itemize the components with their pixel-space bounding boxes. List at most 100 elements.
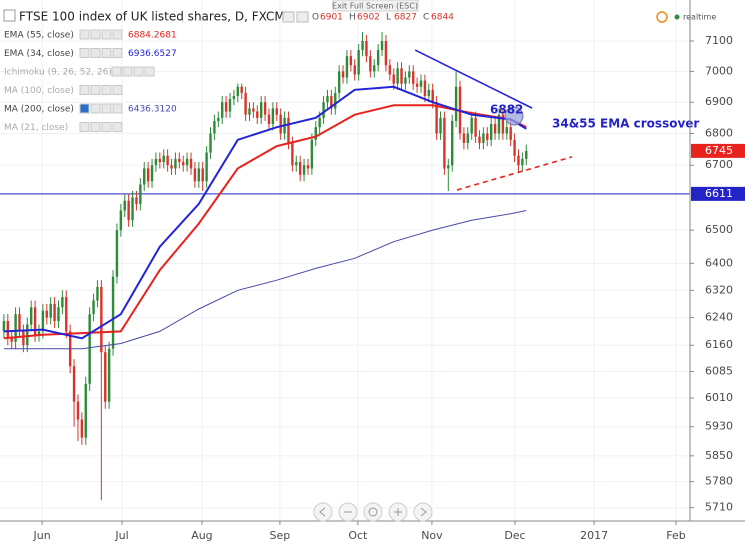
y-tick-label: 6500 <box>705 223 733 236</box>
candle-body <box>497 114 501 134</box>
candle-body <box>65 297 68 332</box>
legend-button[interactable] <box>101 122 112 132</box>
legend-button[interactable] <box>90 29 101 40</box>
candle-body <box>349 56 353 66</box>
legend-button[interactable] <box>112 103 123 114</box>
axis: 5710 5780 5850 5930 6010 6085 6160 6240 6320 6400… <box>33 34 745 542</box>
clock-icon[interactable] <box>656 11 668 23</box>
candle-body <box>228 99 232 112</box>
legend-button[interactable] <box>79 85 90 95</box>
legend-button[interactable] <box>79 29 90 40</box>
legend-button[interactable] <box>112 85 123 95</box>
legend-button[interactable] <box>122 66 133 77</box>
x-tick-label: Sep <box>270 529 291 542</box>
candle-body <box>334 92 337 109</box>
legend-button[interactable] <box>112 122 123 132</box>
symbol-icon[interactable] <box>3 9 16 22</box>
x-tick-label: Dec <box>504 529 525 542</box>
candle-body <box>135 197 138 204</box>
legend-name: EMA (34, close) <box>4 49 74 59</box>
legend-button[interactable] <box>101 85 112 95</box>
candle-body <box>380 41 384 51</box>
header-button[interactable] <box>282 11 295 23</box>
price-badge <box>691 186 745 201</box>
candle-body <box>267 114 271 125</box>
trendline <box>456 156 573 191</box>
status-dot <box>674 14 680 20</box>
candle-body <box>412 71 415 84</box>
status: realtime <box>683 13 716 22</box>
candle-body <box>154 158 158 166</box>
legend-name: Ichimoku (9, 26, 52, 26) <box>4 68 112 78</box>
candle-body <box>396 68 399 84</box>
y-tick-label: 7000 <box>705 64 733 77</box>
candle-body <box>466 133 470 143</box>
legend-button[interactable] <box>90 48 101 58</box>
candle-body <box>217 117 220 121</box>
candle-body <box>150 165 154 182</box>
candle-body <box>279 114 282 134</box>
candle-body <box>450 120 454 166</box>
legend-button[interactable] <box>90 103 101 114</box>
legend-button[interactable] <box>90 122 101 132</box>
legend-button[interactable] <box>133 66 144 77</box>
legend-button[interactable] <box>101 48 112 58</box>
candle-body <box>57 307 60 322</box>
candle-body <box>182 162 185 166</box>
candle-body <box>298 162 302 175</box>
legend-button[interactable] <box>90 85 101 95</box>
ohlc-value: 6901 <box>320 13 343 23</box>
reset[interactable] <box>363 502 383 522</box>
legend-button[interactable] <box>101 29 112 40</box>
candle-body <box>408 71 411 78</box>
indicator-line <box>3 85 527 340</box>
y-tick-label: 6900 <box>705 95 733 108</box>
candle-body <box>53 303 56 322</box>
candle-body <box>143 168 146 185</box>
candle-body <box>139 184 142 204</box>
scroll-left[interactable] <box>313 502 333 522</box>
legend-button[interactable] <box>112 29 123 40</box>
legend-button[interactable] <box>79 48 90 58</box>
candle-body <box>107 348 111 402</box>
scroll-right[interactable] <box>413 502 433 522</box>
plot: 6882 34&55 EMA crossover <box>0 31 699 501</box>
y-tick-label: 6320 <box>705 283 733 296</box>
candle-body <box>306 165 310 169</box>
legend-button[interactable] <box>79 103 90 114</box>
candle-body <box>376 50 380 66</box>
candle-body <box>493 124 497 134</box>
x-tick-label: Oct <box>348 529 368 542</box>
candle-body <box>170 165 173 169</box>
y-tick-label: 6085 <box>705 364 733 377</box>
candle-body <box>29 307 33 325</box>
candle-body <box>14 314 17 342</box>
candle-body <box>193 168 197 182</box>
y-tick-label: 7100 <box>705 34 733 47</box>
legend-button[interactable] <box>112 48 123 58</box>
candle-body <box>295 162 298 166</box>
candle-body <box>248 108 251 115</box>
candle-body <box>427 89 431 97</box>
candle-body <box>388 65 392 75</box>
candle-body <box>189 158 193 169</box>
candle-body <box>244 92 247 115</box>
header-button[interactable] <box>296 11 309 23</box>
x-tick-label: 2017 <box>580 529 608 542</box>
ohlc-key: H <box>349 13 356 23</box>
candle-body <box>318 117 321 128</box>
candle-body <box>482 133 485 143</box>
legend-button[interactable] <box>111 66 122 77</box>
candle-body <box>205 152 208 182</box>
legend-button[interactable] <box>101 103 112 114</box>
legend-name: MA (21, close) <box>4 123 68 133</box>
legend-button[interactable] <box>144 66 155 77</box>
candle-body <box>92 300 95 315</box>
candle-body <box>330 96 333 109</box>
legend-button[interactable] <box>79 122 90 132</box>
candle-body <box>357 50 360 75</box>
candle-body <box>100 286 103 353</box>
candle-body <box>419 80 423 87</box>
exit-fullscreen[interactable] <box>332 0 419 12</box>
candle-body <box>263 102 267 115</box>
